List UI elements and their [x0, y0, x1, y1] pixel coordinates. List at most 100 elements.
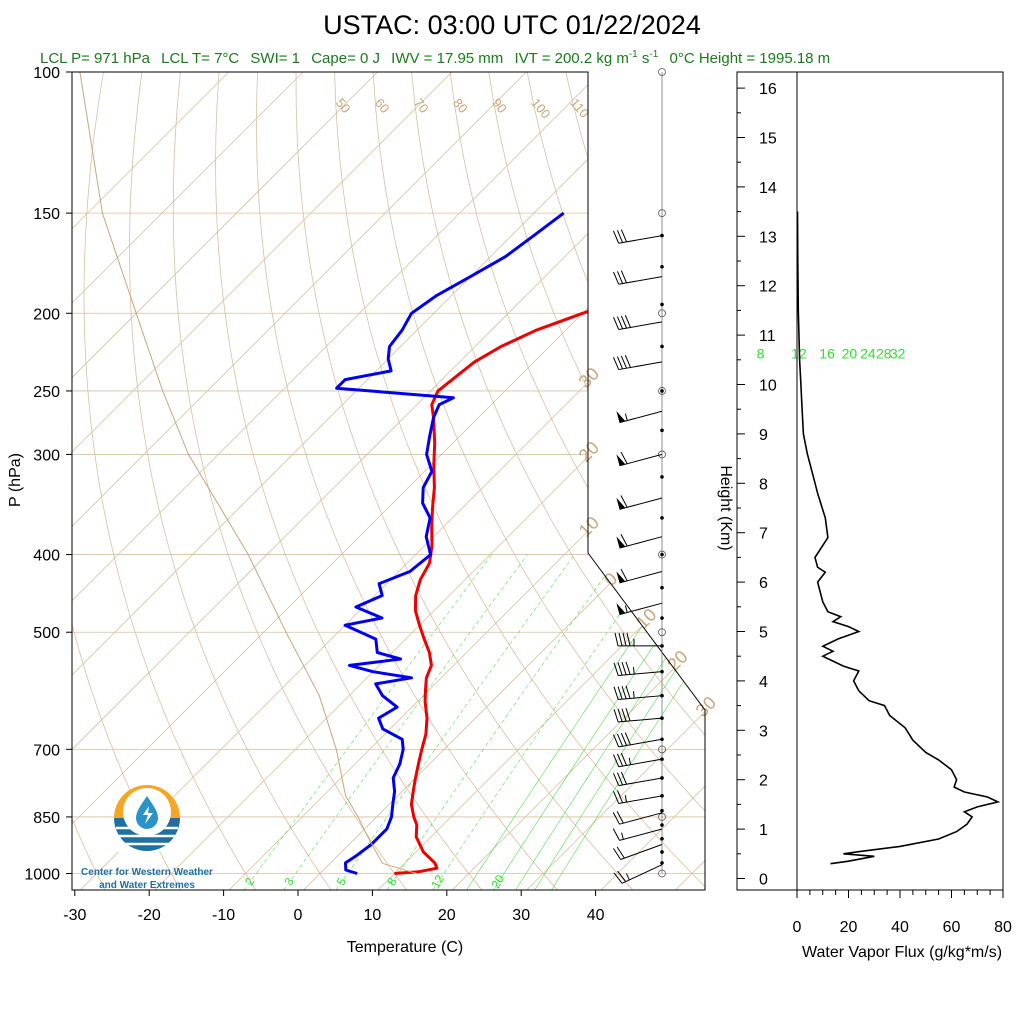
- skewt-x-tick-label: 30: [512, 907, 530, 924]
- dry-adiabat-line: [565, 72, 705, 890]
- wind-barb-shaft: [619, 453, 663, 467]
- wind-barb-feather: [613, 709, 619, 723]
- wind-barb-feather: [620, 315, 628, 329]
- subtitle-lcl-p: LCL P= 971 hPa: [40, 50, 151, 67]
- wind-barb-feather: [616, 811, 624, 824]
- wind-barb-shaft: [618, 276, 663, 285]
- mixing-ratio-label-top: 8: [757, 345, 765, 361]
- isotherm-line: [377, 72, 705, 890]
- flux-x-tick-label: 40: [891, 919, 909, 936]
- barb-calm-circle: [658, 309, 666, 318]
- flux-y-tick-label: 2: [759, 773, 768, 790]
- dry-adiabat-line: [488, 72, 705, 890]
- wind-barb-flag: [616, 497, 626, 510]
- barb-calm-circle: [658, 450, 666, 459]
- wind-barb-feather: [620, 771, 628, 785]
- wind-barb: [616, 410, 663, 424]
- wind-barb: [612, 811, 663, 825]
- wind-barb-feather: [620, 752, 628, 766]
- dry-adiabat-line: [172, 72, 408, 890]
- wind-barb-feather: [624, 355, 631, 368]
- barb-calm-circle: [658, 745, 666, 754]
- wind-barb-feather: [612, 790, 620, 804]
- flux-x-tick-label: 0: [793, 919, 802, 936]
- mixing-ratio-line: [534, 554, 705, 890]
- skewt-x-tick-label: 20: [438, 907, 456, 924]
- flux-x-label: Water Vapor Flux (g/kg*m/s): [802, 944, 1002, 961]
- subtitle-swi: SWI= 1: [250, 50, 300, 67]
- skewt-x-tick-label: -10: [212, 907, 235, 924]
- subtitle-ivt: IVT = 200.2 kg m: [514, 50, 628, 67]
- subtitle-zero-height: 0°C Height = 1995.18 m: [670, 50, 831, 67]
- wind-barb-shaft: [620, 844, 663, 860]
- wind-barb-shaft: [619, 536, 663, 549]
- wind-barb-flag: [616, 602, 626, 615]
- mixing-ratio-label-bottom: 12: [428, 872, 447, 891]
- wind-barbs: [612, 68, 666, 884]
- flux-y-tick-label: 15: [759, 131, 777, 148]
- wind-barb-feather: [621, 708, 627, 722]
- dry-adiabat-line: [642, 72, 705, 890]
- flux-line: [797, 211, 1001, 865]
- subtitle-lcl-t: LCL T= 7°C: [161, 50, 239, 67]
- dry-adiabat-label: 90: [489, 95, 510, 116]
- isotherm-line: [525, 72, 705, 890]
- wind-barb-flag: [616, 571, 626, 583]
- wind-barb-feather: [625, 708, 631, 722]
- skewt-y-tick-label: 400: [33, 548, 60, 565]
- dry-adiabat-line: [129, 72, 332, 890]
- wind-barb-feather: [617, 870, 627, 882]
- skewt-y-tick-label: 850: [33, 810, 60, 827]
- mixing-ratio-label-bottom: 2: [242, 875, 258, 888]
- dry-adiabat-line: [759, 72, 1024, 891]
- isotherm-label-right: 20: [663, 647, 691, 675]
- isotherm-line: [72, 72, 378, 890]
- wind-barb: [614, 632, 662, 647]
- wind-barb-shaft: [618, 717, 663, 723]
- wind-barb-feather: [616, 772, 624, 786]
- isotherm-label-right: 20: [575, 438, 603, 466]
- isotherm-line: [749, 72, 1024, 890]
- barb-calm-circle: [658, 387, 666, 395]
- wind-barb-feather: [612, 230, 620, 244]
- subtitle-ivt-exp2: -1: [649, 49, 658, 60]
- flux-y-tick-label: 6: [759, 575, 768, 592]
- parcel-line: [79, 72, 417, 874]
- mixing-ratio-line: [550, 554, 705, 890]
- wind-barb-shaft: [619, 828, 663, 841]
- logo-text-line2: and Water Extremes: [99, 880, 195, 891]
- wind-barb-feather: [616, 230, 624, 243]
- subtitle-cape: Cape= 0 J: [311, 50, 380, 67]
- mixing-ratio-label-bottom: 3: [281, 875, 297, 888]
- barb-level-dot: [660, 808, 664, 813]
- isotherm-line: [72, 72, 229, 890]
- wind-barb-shaft: [619, 812, 663, 825]
- flux-y-tick-label: 8: [759, 476, 768, 493]
- wind-barb-feather: [621, 661, 627, 675]
- isotherm-line: [72, 72, 705, 890]
- flux-y-tick-label: 5: [759, 625, 768, 642]
- barb-calm-circle: [658, 869, 666, 878]
- flux-y-tick-label: 1: [759, 822, 768, 839]
- wind-barb: [616, 495, 663, 510]
- dry-adiabat-line: [83, 72, 257, 890]
- wind-barb-shaft: [618, 777, 663, 787]
- wind-barb-feather: [612, 828, 620, 841]
- dry-adiabat-line: [72, 72, 182, 890]
- skewt-y-tick-label: 700: [33, 742, 60, 759]
- mixing-ratio-label-top: 24: [860, 345, 876, 361]
- wind-barb-feather: [616, 790, 624, 803]
- dry-adiabat-line: [449, 72, 705, 890]
- wind-barb: [612, 314, 663, 331]
- skewt-y-tick-label: 100: [33, 65, 60, 82]
- barb-level-dot: [660, 302, 664, 307]
- mixing-ratio-label-bottom: 5: [334, 875, 350, 888]
- wind-barb-feather: [624, 314, 631, 328]
- wind-barb: [612, 790, 663, 804]
- mixing-ratio-line: [466, 554, 692, 890]
- isotherm-line: [72, 72, 601, 890]
- wind-barb-feather: [625, 661, 631, 675]
- mixing-ratio-label-top: 16: [819, 345, 835, 361]
- cw3e-logo: Center for Western Weather and Water Ext…: [81, 785, 213, 891]
